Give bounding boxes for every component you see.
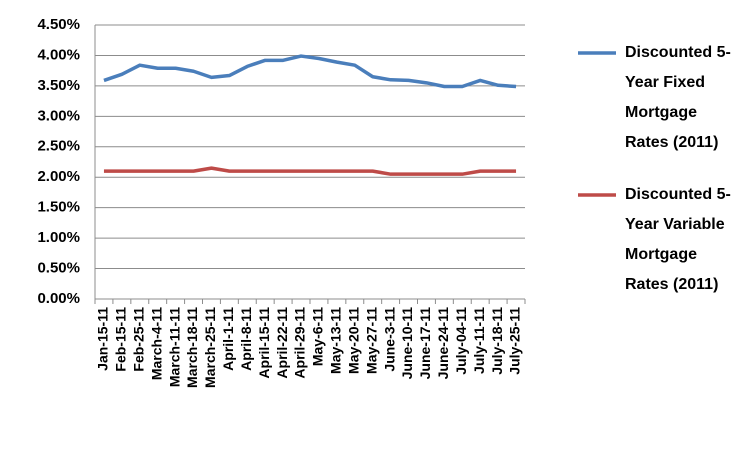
x-tick-label: Jan-15-11: [95, 307, 111, 371]
x-tick-label: April-22-11: [274, 307, 290, 379]
series-line: [103, 166, 517, 176]
y-tick-label: 2.00%: [37, 168, 80, 185]
y-tick-label: 1.00%: [37, 229, 80, 246]
x-tick-label: July-18-11: [489, 307, 505, 375]
x-tick-label: May-6-11: [310, 307, 326, 366]
x-tick-label: June-17-11: [417, 307, 433, 380]
x-tick-label: April-8-11: [238, 307, 254, 371]
x-tick-label: June-10-11: [399, 307, 415, 380]
x-tick-label: Feb-15-11: [113, 307, 129, 372]
y-tick-label: 1.50%: [37, 199, 80, 216]
y-tick-label: 0.50%: [37, 260, 80, 277]
x-tick-label: April-1-11: [220, 307, 236, 371]
x-tick-label: July-11-11: [471, 307, 487, 374]
x-tick-label: March-11-11: [166, 307, 182, 387]
y-tick-label: 4.00%: [37, 46, 80, 63]
x-tick-label: June-24-11: [435, 307, 451, 380]
x-tick-label: March-18-11: [184, 307, 200, 388]
x-tick-label: May-20-11: [345, 307, 361, 374]
y-tick-label: 4.50%: [37, 16, 80, 33]
x-tick-label: May-13-11: [328, 307, 344, 374]
x-tick-label: April-15-11: [256, 307, 272, 379]
x-tick-label: July-04-11: [453, 307, 469, 375]
x-tick-label: July-25-11: [507, 307, 523, 375]
y-tick-label: 0.00%: [37, 290, 80, 307]
x-tick-label: April-29-11: [292, 307, 308, 379]
x-tick-label: Feb-25-11: [130, 307, 146, 372]
series-line: [103, 54, 517, 89]
x-tick-label: March-25-11: [202, 307, 218, 388]
y-tick-label: 2.50%: [37, 138, 80, 155]
x-tick-label: June-3-11: [381, 307, 397, 372]
x-tick-label: March-4-11: [148, 307, 164, 380]
legend-label: Discounted 5-Year Fixed Mortgage Rates (…: [625, 44, 731, 151]
y-tick-label: 3.00%: [37, 107, 80, 124]
legend-label: Discounted 5-Year Variable Mortgage Rate…: [625, 186, 731, 293]
x-tick-label: May-27-11: [363, 307, 379, 374]
y-tick-label: 3.50%: [37, 77, 80, 94]
